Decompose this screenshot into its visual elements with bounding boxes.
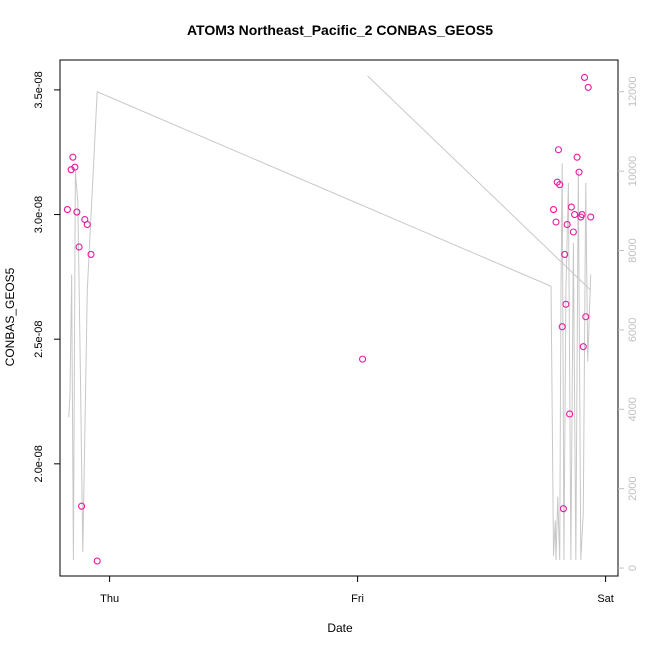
y2-tick-label: 0 [627, 565, 639, 571]
data-points-layer [63, 73, 595, 565]
x-tick-label: Thu [100, 593, 119, 605]
data-point [573, 153, 581, 161]
data-point [359, 355, 367, 363]
data-point [562, 300, 570, 308]
altitude-line [68, 91, 592, 561]
data-point [73, 208, 81, 216]
data-point [578, 211, 586, 219]
chart-title: ATOM3 Northeast_Pacific_2 CONBAS_GEOS5 [187, 22, 493, 38]
data-point [584, 83, 592, 91]
data-point [587, 213, 595, 221]
y2-tick-label: 12000 [627, 76, 639, 107]
data-point [566, 410, 574, 418]
y-tick-label: 2.0e-08 [33, 445, 45, 482]
data-point [78, 502, 86, 510]
x-tick-label: Sat [597, 593, 614, 605]
data-point [575, 168, 583, 176]
data-point [87, 250, 95, 258]
data-point [579, 343, 587, 351]
data-point [561, 250, 569, 258]
y-tick-label: 3.0e-08 [33, 196, 45, 233]
axes-layer: Thu Fri Sat 2.0e-08 2.5e-08 3.0e-08 3.5e-08 0 20… [33, 71, 639, 605]
data-point [75, 243, 83, 251]
data-point [71, 163, 79, 171]
y-tick-label: 2.5e-08 [33, 321, 45, 358]
x-tick-label: Fri [351, 593, 364, 605]
plot-frame [59, 59, 619, 577]
data-point [549, 206, 558, 214]
data-point [552, 218, 560, 226]
y2-tick-label: 4000 [627, 397, 639, 421]
data-point [567, 203, 575, 211]
y2-tick-label: 2000 [627, 476, 639, 500]
data-point [569, 228, 577, 236]
data-point [83, 220, 91, 229]
data-point [559, 505, 567, 513]
y2-tick-label: 6000 [627, 318, 639, 342]
data-point [558, 323, 566, 331]
data-point [571, 211, 579, 219]
y2-tick-label: 10000 [627, 156, 639, 187]
data-point [582, 313, 590, 321]
data-point [556, 181, 564, 189]
data-point [63, 206, 71, 214]
x-axis-label: Date [327, 621, 353, 635]
altitude-line-layer [68, 75, 592, 561]
y-tick-label: 3.5e-08 [33, 71, 45, 108]
data-point [554, 146, 563, 154]
altitude-line [367, 75, 592, 291]
data-point [69, 153, 77, 161]
y2-tick-label: 8000 [627, 238, 639, 262]
data-point [563, 220, 571, 229]
data-point [93, 557, 101, 565]
y-axis-label: CONBAS_GEOS5 [3, 267, 17, 366]
data-point [580, 73, 589, 81]
